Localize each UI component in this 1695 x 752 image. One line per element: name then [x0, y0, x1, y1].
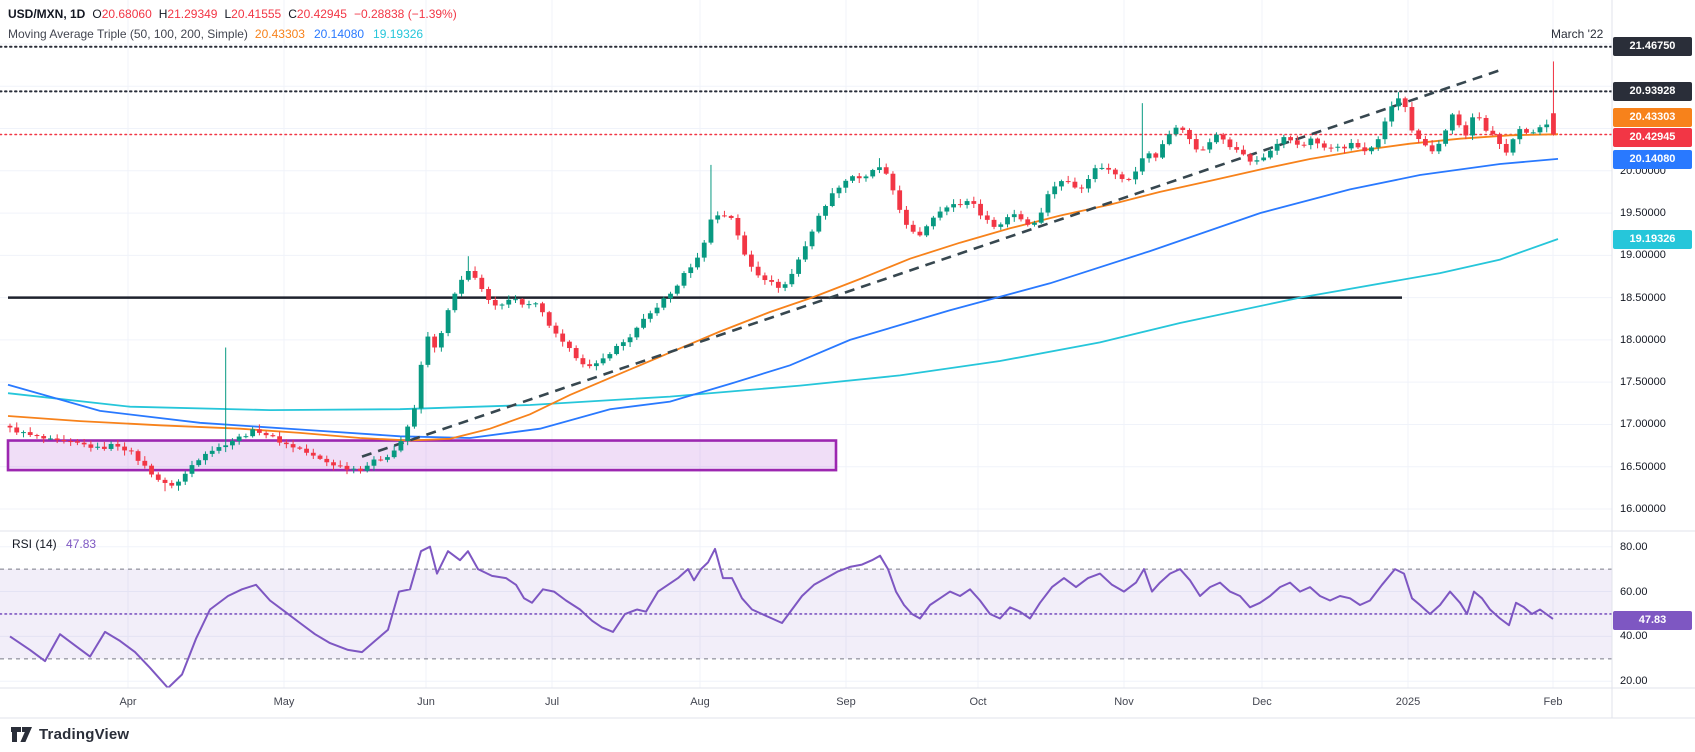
- axis-tick-label: 18.50000: [1620, 291, 1666, 304]
- axis-tick-label: 80.00: [1620, 540, 1648, 553]
- time-axis-label: Nov: [1114, 696, 1134, 708]
- time-axis-label: 2025: [1395, 696, 1421, 708]
- time-axis-label: Aug: [690, 696, 710, 708]
- tradingview-logo-icon: [11, 727, 32, 742]
- price-label: 19.19326: [1613, 229, 1692, 249]
- change-value: −0.28838 (−1.39%): [353, 7, 457, 21]
- axis-tick-label: 16.50000: [1620, 460, 1666, 473]
- price-label: 20.14080: [1613, 149, 1692, 169]
- time-axis-label: Sep: [836, 696, 856, 708]
- ohlc-item: L20.41555: [224, 7, 282, 21]
- ma-value: 19.19326: [373, 27, 424, 41]
- price-label: 20.42945: [1613, 127, 1692, 147]
- axis-tick-label: 19.00000: [1620, 249, 1666, 262]
- time-axis-label: Jul: [544, 696, 560, 708]
- time-axis-label: Dec: [1252, 696, 1272, 708]
- time-axis-label: Apr: [119, 696, 137, 708]
- price-label: 20.43303: [1613, 107, 1692, 127]
- rsi-value: 47.83: [66, 537, 97, 551]
- tradingview-logo-text: TradingView: [39, 726, 130, 743]
- rsi-indicator-legend[interactable]: RSI (14) 47.83: [12, 537, 96, 551]
- axis-tick-label: 19.50000: [1620, 207, 1666, 220]
- ohlc-item: O20.68060: [92, 7, 152, 21]
- price-label: 21.46750: [1613, 36, 1692, 56]
- axis-tick-label: 17.00000: [1620, 418, 1666, 431]
- ma-indicator-title: Moving Average Triple (50, 100, 200, Sim…: [8, 27, 248, 41]
- time-axis-label: May: [273, 696, 295, 708]
- price-label: 20.93928: [1613, 81, 1692, 101]
- ohlc-values: O20.68060 H21.29349 L20.41555 C20.42945: [92, 7, 347, 21]
- ma-value: 20.43303: [254, 27, 305, 41]
- time-axis-label: Feb: [1543, 696, 1563, 708]
- symbol-title: USD/MXN, 1D: [8, 7, 86, 21]
- axis-tick-label: 18.00000: [1620, 333, 1666, 346]
- time-axis-label: Jun: [417, 696, 435, 708]
- axis-tick-label: 16.00000: [1620, 503, 1666, 516]
- ma-indicator-legend[interactable]: Moving Average Triple (50, 100, 200, Sim…: [8, 27, 423, 41]
- ma-values: 20.43303 20.14080 19.19326: [255, 27, 423, 41]
- ohlc-item: H21.29349: [158, 7, 218, 21]
- axis-tick-label: 17.50000: [1620, 376, 1666, 389]
- march-22-annotation: March '22: [1551, 27, 1604, 41]
- time-axis-label: Oct: [969, 696, 987, 708]
- rsi-title: RSI (14): [12, 537, 57, 551]
- axis-tick-label: 60.00: [1620, 585, 1648, 598]
- tradingview-logo[interactable]: TradingView: [10, 726, 129, 743]
- symbol-legend[interactable]: USD/MXN, 1D O20.68060 H21.29349 L20.41555 C…: [8, 7, 457, 21]
- ohlc-item: C20.42945: [288, 7, 347, 21]
- axis-tick-label: 40.00: [1620, 630, 1648, 643]
- ma-value: 20.14080: [313, 27, 365, 41]
- axis-tick-label: 20.00: [1620, 675, 1648, 688]
- price-label: 47.83: [1613, 610, 1692, 630]
